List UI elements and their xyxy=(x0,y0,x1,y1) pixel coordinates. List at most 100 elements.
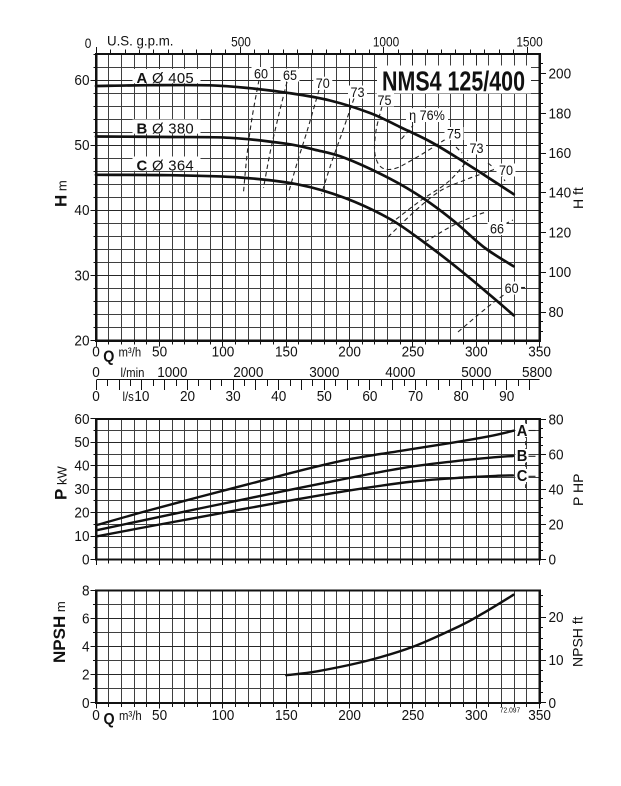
svg-text:350: 350 xyxy=(528,343,551,360)
svg-text:200: 200 xyxy=(549,65,572,82)
svg-text:8: 8 xyxy=(82,582,90,599)
svg-text:73: 73 xyxy=(351,84,365,100)
svg-text:100: 100 xyxy=(212,707,235,724)
svg-text:30: 30 xyxy=(226,388,241,405)
svg-text:250: 250 xyxy=(402,343,425,360)
svg-text:66: 66 xyxy=(490,221,504,237)
svg-text:40: 40 xyxy=(271,388,286,405)
svg-text:75: 75 xyxy=(378,92,392,108)
svg-text:30: 30 xyxy=(74,267,89,284)
svg-text:B Ø 380: B Ø 380 xyxy=(137,120,194,137)
svg-text:350: 350 xyxy=(528,707,551,724)
svg-text:4000: 4000 xyxy=(385,364,415,381)
svg-text:0: 0 xyxy=(92,388,100,405)
svg-text:60: 60 xyxy=(549,446,564,463)
svg-text:0: 0 xyxy=(82,551,90,568)
svg-text:60: 60 xyxy=(362,388,377,405)
svg-text:1000: 1000 xyxy=(373,34,399,50)
svg-text:100: 100 xyxy=(549,264,572,281)
svg-text:50: 50 xyxy=(74,137,89,154)
svg-text:90: 90 xyxy=(499,388,514,405)
svg-text:70: 70 xyxy=(408,388,423,405)
svg-text:120: 120 xyxy=(549,224,572,241)
svg-text:73: 73 xyxy=(470,140,484,156)
svg-text:50: 50 xyxy=(152,707,167,724)
svg-text:250: 250 xyxy=(402,707,425,724)
svg-text:U.S. g.p.m.: U.S. g.p.m. xyxy=(107,33,173,48)
svg-text:P HP: P HP xyxy=(570,474,586,506)
svg-text:150: 150 xyxy=(275,343,298,360)
svg-text:0: 0 xyxy=(549,551,557,568)
svg-text:60: 60 xyxy=(254,66,268,82)
svg-text:m³/h: m³/h xyxy=(119,345,142,360)
svg-text:20: 20 xyxy=(74,504,89,521)
svg-text:100: 100 xyxy=(212,343,235,360)
svg-text:l/min: l/min xyxy=(121,365,145,380)
svg-text:5000: 5000 xyxy=(461,364,491,381)
svg-text:72.097: 72.097 xyxy=(500,707,521,714)
svg-text:H ft: H ft xyxy=(570,187,586,209)
svg-text:0: 0 xyxy=(82,694,90,711)
svg-text:2: 2 xyxy=(82,666,90,683)
svg-text:300: 300 xyxy=(465,707,488,724)
svg-text:6: 6 xyxy=(82,610,90,627)
svg-text:80: 80 xyxy=(549,303,564,320)
svg-text:2000: 2000 xyxy=(233,364,263,381)
svg-text:70: 70 xyxy=(316,75,330,91)
svg-text:60: 60 xyxy=(74,71,89,88)
svg-text:Q: Q xyxy=(103,349,114,366)
svg-text:50: 50 xyxy=(74,434,89,451)
svg-text:40: 40 xyxy=(549,481,564,498)
svg-text:50: 50 xyxy=(317,388,332,405)
svg-text:10: 10 xyxy=(74,527,89,544)
svg-text:NMS4 125/400: NMS4 125/400 xyxy=(382,65,525,96)
svg-text:200: 200 xyxy=(338,707,361,724)
svg-text:0: 0 xyxy=(92,707,100,724)
svg-text:10: 10 xyxy=(549,651,564,668)
svg-text:70: 70 xyxy=(499,162,513,178)
svg-text:20: 20 xyxy=(74,332,89,349)
svg-text:4: 4 xyxy=(82,638,90,655)
svg-text:l/s: l/s xyxy=(123,389,134,404)
svg-text:A Ø 405: A Ø 405 xyxy=(137,70,194,87)
svg-text:30: 30 xyxy=(74,481,89,498)
svg-text:150: 150 xyxy=(275,707,298,724)
svg-text:60: 60 xyxy=(505,280,519,296)
svg-text:1000: 1000 xyxy=(157,364,187,381)
svg-text:1500: 1500 xyxy=(516,34,542,50)
svg-text:C Ø 364: C Ø 364 xyxy=(137,157,194,174)
svg-text:80: 80 xyxy=(454,388,469,405)
svg-text:C: C xyxy=(517,468,528,485)
svg-text:180: 180 xyxy=(549,105,572,122)
svg-text:0: 0 xyxy=(92,343,100,360)
svg-text:20: 20 xyxy=(180,388,195,405)
svg-text:0: 0 xyxy=(85,35,92,51)
svg-text:A: A xyxy=(517,423,528,440)
svg-text:140: 140 xyxy=(549,184,572,201)
svg-text:500: 500 xyxy=(231,34,251,50)
svg-text:NPSH ft: NPSH ft xyxy=(570,616,586,667)
svg-text:60: 60 xyxy=(74,410,89,427)
svg-text:160: 160 xyxy=(549,145,572,162)
svg-text:0: 0 xyxy=(549,694,557,711)
svg-text:Q: Q xyxy=(104,712,115,729)
svg-text:50: 50 xyxy=(152,343,167,360)
svg-text:NPSH m: NPSH m xyxy=(50,601,69,663)
svg-text:65: 65 xyxy=(283,67,297,83)
svg-text:0: 0 xyxy=(92,364,100,381)
svg-text:η 76%: η 76% xyxy=(409,107,445,123)
svg-text:10: 10 xyxy=(134,388,149,405)
svg-text:200: 200 xyxy=(338,343,361,360)
svg-text:H m: H m xyxy=(52,180,71,207)
svg-text:300: 300 xyxy=(465,343,488,360)
svg-text:40: 40 xyxy=(74,457,89,474)
svg-text:75: 75 xyxy=(447,126,461,142)
svg-text:80: 80 xyxy=(549,411,564,428)
svg-text:B: B xyxy=(517,448,528,465)
svg-text:40: 40 xyxy=(74,202,89,219)
svg-text:20: 20 xyxy=(549,609,564,626)
svg-text:5800: 5800 xyxy=(522,364,552,381)
svg-text:P kW: P kW xyxy=(52,466,71,500)
svg-text:3000: 3000 xyxy=(309,364,339,381)
svg-text:m³/h: m³/h xyxy=(119,708,142,723)
